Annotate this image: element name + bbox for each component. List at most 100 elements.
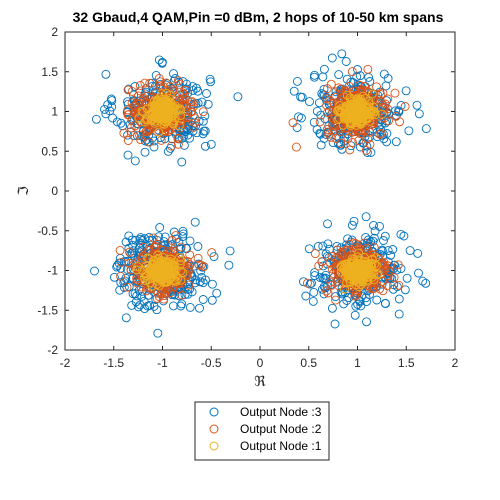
legend-entry: Output Node :2 bbox=[209, 422, 322, 436]
data-point bbox=[361, 232, 371, 242]
data-point bbox=[100, 104, 109, 114]
data-point bbox=[134, 302, 143, 312]
data-point bbox=[165, 259, 175, 269]
legend-marker bbox=[209, 407, 219, 417]
y-tick-label: 0.5 bbox=[41, 144, 58, 158]
data-point bbox=[347, 127, 357, 137]
data-point bbox=[159, 294, 169, 304]
data-point bbox=[167, 108, 177, 118]
data-point bbox=[384, 116, 393, 126]
data-point bbox=[350, 109, 360, 118]
data-point bbox=[289, 86, 299, 96]
data-point bbox=[352, 72, 362, 82]
data-point bbox=[323, 239, 333, 249]
data-point bbox=[160, 276, 169, 286]
data-point bbox=[348, 238, 358, 248]
data-point bbox=[181, 243, 191, 253]
data-point bbox=[365, 139, 375, 149]
data-point bbox=[378, 276, 387, 286]
data-point bbox=[207, 295, 217, 305]
data-point bbox=[309, 72, 319, 82]
data-point bbox=[137, 291, 147, 301]
data-point bbox=[288, 118, 298, 128]
data-point bbox=[187, 107, 197, 117]
data-point bbox=[314, 261, 324, 271]
data-point bbox=[138, 252, 148, 262]
data-point bbox=[130, 100, 140, 110]
data-point bbox=[394, 107, 404, 117]
data-point bbox=[399, 231, 409, 241]
data-point bbox=[140, 147, 150, 157]
data-point bbox=[206, 77, 216, 87]
data-point bbox=[123, 99, 133, 109]
data-point bbox=[326, 277, 336, 287]
data-point bbox=[191, 275, 201, 285]
data-point bbox=[323, 288, 333, 298]
data-point bbox=[165, 270, 175, 280]
data-point bbox=[304, 244, 314, 254]
data-point bbox=[123, 256, 133, 266]
data-point bbox=[109, 272, 119, 282]
data-point bbox=[176, 301, 186, 311]
y-tick-label: -1.5 bbox=[37, 303, 58, 317]
data-point bbox=[315, 117, 325, 127]
data-point bbox=[115, 245, 125, 255]
data-point bbox=[370, 226, 380, 236]
data-point bbox=[154, 55, 164, 65]
data-point bbox=[309, 117, 319, 127]
data-point bbox=[195, 303, 204, 313]
data-point bbox=[133, 262, 143, 272]
x-tick-label: 0 bbox=[257, 356, 264, 370]
legend-entry: Output Node :3 bbox=[209, 405, 322, 419]
data-point bbox=[393, 260, 403, 270]
data-point bbox=[395, 117, 405, 127]
data-point bbox=[354, 97, 364, 107]
data-point bbox=[414, 268, 423, 278]
data-point bbox=[190, 118, 200, 128]
data-point bbox=[421, 124, 431, 134]
data-point bbox=[356, 129, 366, 139]
data-point bbox=[116, 271, 126, 281]
data-point bbox=[136, 135, 146, 145]
legend: Output Node :3 Output Node :2 Output Nod… bbox=[194, 401, 330, 461]
data-point bbox=[342, 259, 352, 269]
data-point bbox=[344, 81, 354, 91]
data-point bbox=[336, 138, 346, 148]
data-point bbox=[312, 106, 322, 116]
data-point bbox=[376, 128, 386, 138]
data-point bbox=[190, 217, 200, 227]
data-point bbox=[135, 234, 145, 244]
data-point bbox=[169, 246, 178, 256]
axis-ticks: -2 -1.5 -1 -0.5 0 0.5 1 1.5 2 -2 -1.5 -1 -0.5 0 0.5 1 1.… bbox=[37, 25, 458, 370]
data-point bbox=[383, 281, 392, 291]
data-point bbox=[336, 250, 346, 260]
data-point bbox=[337, 49, 347, 59]
x-tick-label: -0.5 bbox=[201, 356, 222, 370]
data-point bbox=[143, 114, 153, 124]
data-point bbox=[322, 286, 332, 296]
data-point bbox=[130, 121, 140, 131]
data-point bbox=[124, 243, 134, 253]
data-point bbox=[117, 257, 126, 267]
data-point bbox=[157, 241, 167, 251]
data-point bbox=[346, 271, 355, 280]
data-point bbox=[212, 288, 222, 298]
data-point bbox=[143, 253, 153, 263]
data-point bbox=[167, 141, 176, 151]
data-point bbox=[360, 82, 370, 91]
data-point bbox=[323, 219, 332, 229]
data-point bbox=[361, 212, 371, 222]
data-point bbox=[169, 69, 178, 79]
data-point bbox=[356, 272, 366, 282]
data-point bbox=[351, 301, 361, 311]
data-point bbox=[185, 260, 195, 269]
data-point bbox=[165, 265, 174, 275]
data-point bbox=[189, 122, 198, 132]
data-point bbox=[400, 285, 410, 295]
data-point bbox=[380, 99, 390, 109]
data-point bbox=[159, 114, 169, 124]
data-point bbox=[167, 236, 177, 245]
data-point bbox=[129, 260, 139, 270]
data-points bbox=[90, 49, 431, 338]
